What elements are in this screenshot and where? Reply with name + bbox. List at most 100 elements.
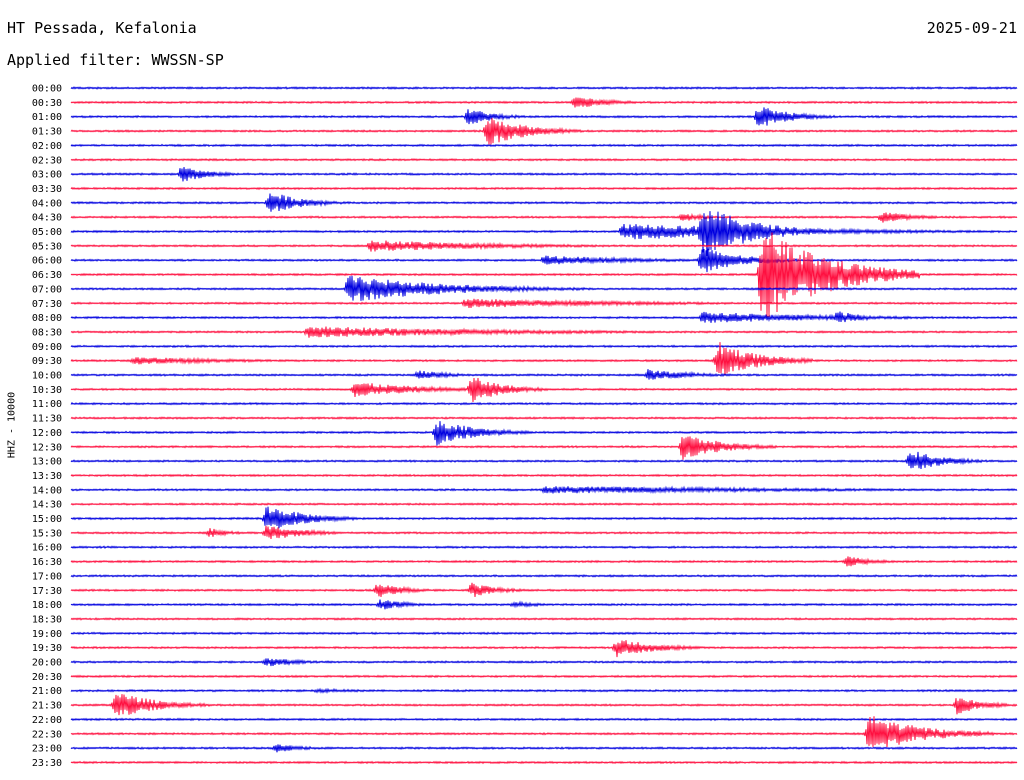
trace-0300 bbox=[70, 167, 1018, 182]
tick-label-1200: 12:00 bbox=[32, 428, 62, 439]
tick-label-0300: 03:00 bbox=[32, 170, 62, 181]
tick-label-0800: 08:00 bbox=[32, 313, 62, 324]
tick-label-1900: 19:00 bbox=[32, 629, 62, 640]
trace-1530 bbox=[70, 525, 1018, 539]
trace-1600 bbox=[70, 545, 1018, 550]
tick-label-1530: 15:30 bbox=[32, 528, 62, 539]
trace-1200 bbox=[70, 421, 1018, 446]
tick-label-0400: 04:00 bbox=[32, 198, 62, 209]
trace-0400 bbox=[70, 193, 1018, 212]
trace-0630 bbox=[70, 232, 1018, 318]
tick-label-2100: 21:00 bbox=[32, 686, 62, 697]
tick-label-0200: 02:00 bbox=[32, 141, 62, 152]
trace-0330 bbox=[70, 186, 1018, 191]
trace-2000 bbox=[70, 658, 1018, 667]
tick-label-0600: 06:00 bbox=[32, 256, 62, 267]
tick-label-1400: 14:00 bbox=[32, 485, 62, 496]
trace-0100 bbox=[70, 107, 1018, 126]
trace-0230 bbox=[70, 157, 1018, 162]
trace-1930 bbox=[70, 640, 1018, 658]
trace-0200 bbox=[70, 143, 1018, 148]
trace-1830 bbox=[70, 617, 1018, 621]
tick-label-1030: 10:30 bbox=[32, 385, 62, 396]
trace-0700 bbox=[70, 275, 1018, 301]
tick-label-0430: 04:30 bbox=[32, 213, 62, 224]
tick-label-1700: 17:00 bbox=[32, 571, 62, 582]
tick-label-1600: 16:00 bbox=[32, 543, 62, 554]
trace-1300 bbox=[70, 451, 1018, 470]
trace-0730 bbox=[70, 298, 1018, 308]
trace-2300 bbox=[70, 744, 1018, 753]
filter-label: Applied filter: WWSSN-SP bbox=[7, 51, 224, 69]
trace-0830 bbox=[70, 326, 1018, 338]
tick-label-1500: 15:00 bbox=[32, 514, 62, 525]
trace-0030 bbox=[70, 97, 1018, 108]
tick-label-1100: 11:00 bbox=[32, 399, 62, 410]
trace-2330 bbox=[70, 760, 1018, 765]
tick-label-0630: 06:30 bbox=[32, 270, 62, 281]
trace-1130 bbox=[70, 416, 1018, 420]
tick-label-0530: 05:30 bbox=[32, 241, 62, 252]
tick-label-2300: 23:00 bbox=[32, 744, 62, 755]
tick-label-1800: 18:00 bbox=[32, 600, 62, 611]
tick-label-1300: 13:00 bbox=[32, 457, 62, 468]
trace-1100 bbox=[70, 401, 1018, 406]
tick-label-1830: 18:30 bbox=[32, 614, 62, 625]
tick-label-1130: 11:30 bbox=[32, 414, 62, 425]
trace-1700 bbox=[70, 574, 1018, 578]
tick-label-1630: 16:30 bbox=[32, 557, 62, 568]
tick-label-0500: 05:00 bbox=[32, 227, 62, 238]
trace-0530 bbox=[70, 240, 1018, 252]
trace-0600 bbox=[70, 248, 1018, 273]
tick-label-1430: 14:30 bbox=[32, 500, 62, 511]
trace-1030 bbox=[70, 377, 1018, 403]
tick-label-2030: 20:30 bbox=[32, 672, 62, 683]
tick-label-1730: 17:30 bbox=[32, 586, 62, 597]
tick-label-0930: 09:30 bbox=[32, 356, 62, 367]
tick-label-0100: 01:00 bbox=[32, 112, 62, 123]
trace-2100 bbox=[70, 687, 1018, 694]
tick-label-1230: 12:30 bbox=[32, 442, 62, 453]
trace-0500 bbox=[70, 211, 1018, 257]
tick-label-0900: 09:00 bbox=[32, 342, 62, 353]
trace-2130 bbox=[70, 694, 1018, 716]
trace-0900 bbox=[70, 344, 1018, 349]
trace-2200 bbox=[70, 717, 1018, 722]
trace-1330 bbox=[70, 473, 1018, 478]
tick-label-0030: 00:30 bbox=[32, 98, 62, 109]
tick-label-2200: 22:00 bbox=[32, 715, 62, 726]
station-title: HT Pessada, Kefalonia bbox=[7, 19, 197, 37]
trace-1800 bbox=[70, 599, 1018, 610]
tick-label-1930: 19:30 bbox=[32, 643, 62, 654]
trace-1430 bbox=[70, 502, 1018, 506]
trace-1630 bbox=[70, 556, 1018, 567]
trace-2230 bbox=[70, 716, 1018, 748]
tick-label-0130: 01:30 bbox=[32, 127, 62, 138]
tick-label-2330: 23:30 bbox=[32, 758, 62, 769]
trace-1000 bbox=[70, 369, 1018, 380]
trace-0130 bbox=[70, 118, 1018, 145]
trace-0800 bbox=[70, 311, 1018, 323]
trace-1730 bbox=[70, 582, 1018, 598]
trace-0000 bbox=[70, 86, 1018, 90]
tick-label-2230: 22:30 bbox=[32, 729, 62, 740]
tick-label-0700: 07:00 bbox=[32, 284, 62, 295]
trace-0930 bbox=[70, 342, 1018, 376]
tick-label-0230: 02:30 bbox=[32, 155, 62, 166]
tick-label-1330: 13:30 bbox=[32, 471, 62, 482]
date-label: 2025-09-21 bbox=[926, 19, 1017, 37]
trace-2030 bbox=[70, 674, 1018, 679]
trace-1400 bbox=[70, 485, 1018, 494]
trace-1500 bbox=[70, 506, 1018, 529]
tick-label-2000: 20:00 bbox=[32, 658, 62, 669]
tick-label-0830: 08:30 bbox=[32, 327, 62, 338]
trace-0430 bbox=[70, 212, 1018, 223]
trace-1230 bbox=[70, 436, 1018, 460]
tick-label-1000: 10:00 bbox=[32, 371, 62, 382]
tick-label-2130: 21:30 bbox=[32, 701, 62, 712]
tick-label-0730: 07:30 bbox=[32, 299, 62, 310]
trace-1900 bbox=[70, 631, 1018, 636]
tick-label-0330: 03:30 bbox=[32, 184, 62, 195]
tick-label-0000: 00:00 bbox=[32, 84, 62, 95]
